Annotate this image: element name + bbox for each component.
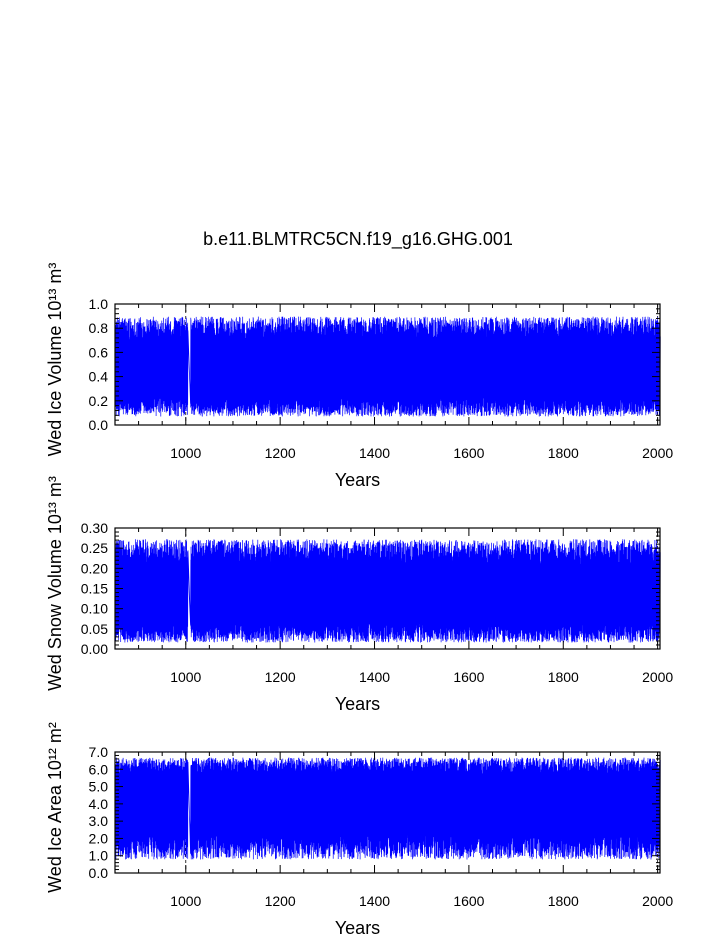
x-tick-label: 1200 — [265, 669, 296, 685]
x-axis-label: Years — [335, 694, 380, 714]
x-tick-label: 1800 — [548, 893, 579, 909]
plot-frame — [114, 303, 661, 426]
y-tick-label: 3.0 — [89, 813, 109, 829]
y-tick-label: 0.00 — [81, 641, 108, 657]
y-axis-label: Wed Snow Volume 10¹³ m³ — [45, 476, 65, 691]
y-tick-label: 4.0 — [89, 796, 109, 812]
x-tick-label: 1600 — [453, 893, 484, 909]
series-line — [114, 316, 661, 417]
x-tick-label: 1800 — [548, 445, 579, 461]
y-tick-label: 0.05 — [81, 621, 108, 637]
y-tick-label: 5.0 — [89, 779, 109, 795]
y-tick-label: 0.8 — [89, 320, 109, 336]
panel-ice-area: 1000 1200 1400 1600 1800 2000 0.01.0 2.03.04.05… — [45, 722, 673, 935]
y-tick-label: 1.0 — [89, 296, 109, 312]
y-tick-label: 0.10 — [81, 601, 108, 617]
y-tick-label: 6.0 — [89, 761, 109, 777]
y-axis-label: Wed Ice Volume 10¹³ m³ — [45, 263, 65, 457]
y-tick-label: 1.0 — [89, 848, 109, 864]
x-tick-label: 2000 — [642, 445, 673, 461]
x-tick-label: 1000 — [170, 669, 201, 685]
x-tick-label: 1000 — [170, 893, 201, 909]
series-line — [114, 757, 661, 860]
x-tick-label: 1400 — [359, 669, 390, 685]
series-line — [114, 539, 661, 643]
x-axis-label: Years — [335, 470, 380, 490]
y-tick-label: 0.6 — [89, 344, 109, 360]
x-tick-label: 2000 — [642, 893, 673, 909]
x-tick-label: 1000 — [170, 445, 201, 461]
y-tick-label: 2.0 — [89, 830, 109, 846]
y-tick-label: 0.20 — [81, 560, 108, 576]
y-tick-label: 0.0 — [89, 865, 109, 881]
panel-snow-volume: 1000 1200 1400 1600 1800 2000 0.00 0.05 0.10 0.15… — [45, 476, 673, 714]
y-tick-label: 7.0 — [89, 744, 109, 760]
y-axis-label: Wed Ice Area 10¹² m² — [45, 722, 65, 893]
x-axis-label: Years — [335, 918, 380, 935]
plot-frame — [114, 751, 661, 874]
y-tick-label: 0.15 — [81, 581, 108, 597]
x-tick-label: 1400 — [359, 893, 390, 909]
x-tick-label: 1600 — [453, 445, 484, 461]
y-tick-label: 0.0 — [89, 417, 109, 433]
x-tick-label: 1800 — [548, 669, 579, 685]
y-tick-label: 0.25 — [81, 540, 108, 556]
x-tick-label: 1200 — [265, 445, 296, 461]
y-tick-label: 0.30 — [81, 520, 108, 536]
figure-title: b.e11.BLMTRC5CN.f19_g16.GHG.001 — [203, 229, 513, 250]
x-tick-label: 1400 — [359, 445, 390, 461]
x-tick-label: 1200 — [265, 893, 296, 909]
y-tick-label: 0.4 — [89, 369, 109, 385]
y-tick-label: 0.2 — [89, 393, 109, 409]
panel-ice-volume: 1000 1200 1400 1600 1800 2000 0.0 0.2 0.4 0.6 0.8 1… — [45, 263, 673, 490]
x-tick-label: 1600 — [453, 669, 484, 685]
x-tick-label: 2000 — [642, 669, 673, 685]
